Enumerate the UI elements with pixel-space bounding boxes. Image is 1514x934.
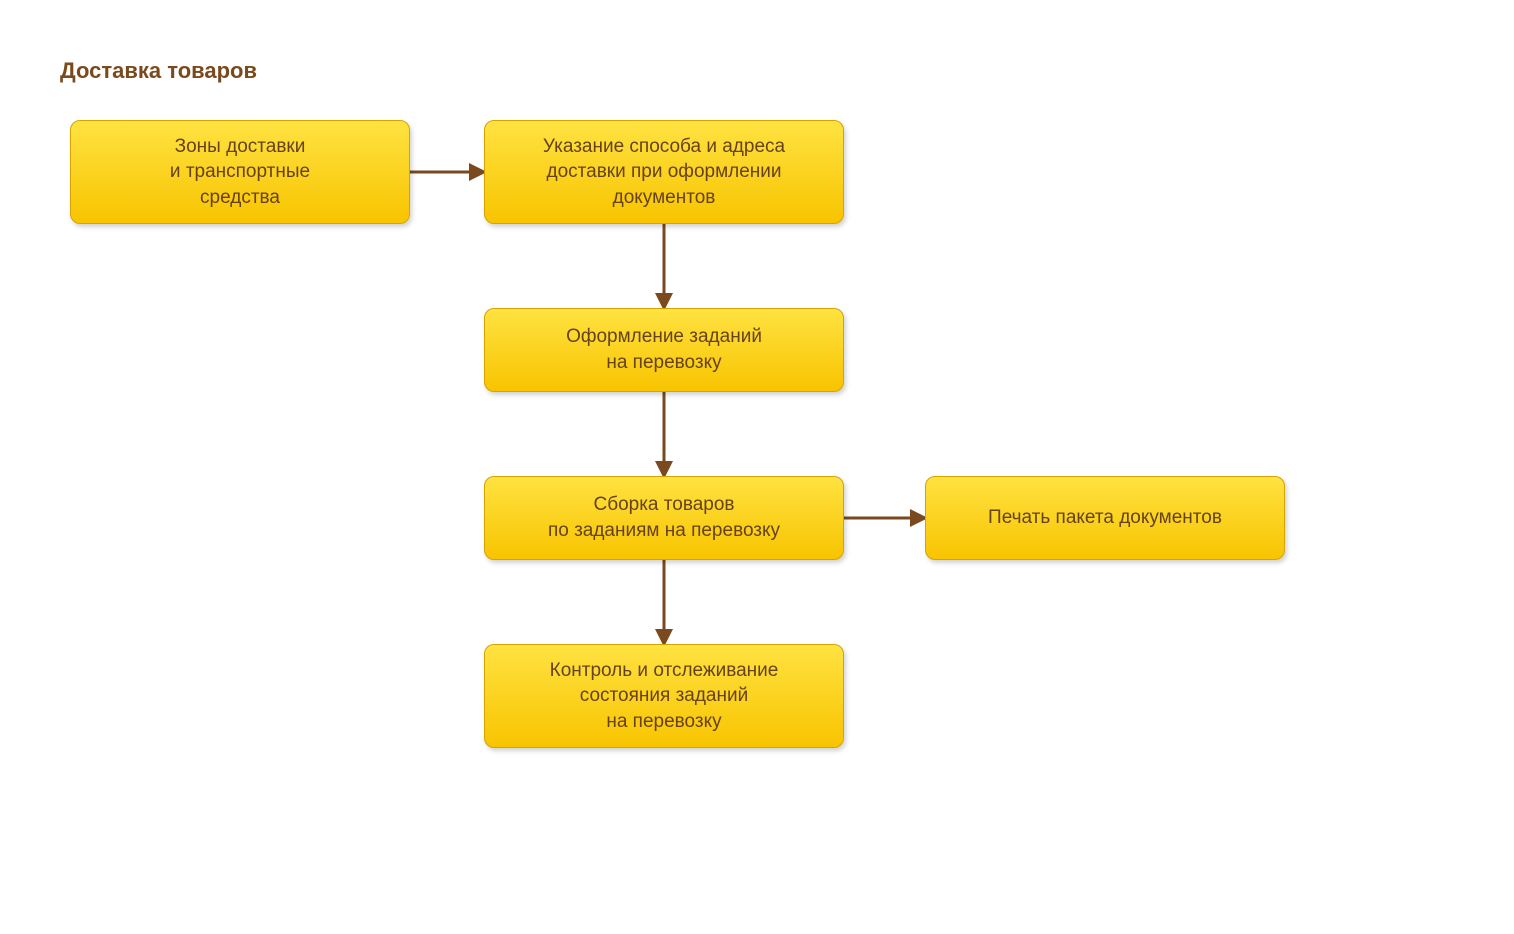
node-print: Печать пакета документов — [925, 476, 1285, 560]
flowchart-canvas: Доставка товаров Зоны доставки и транспо… — [0, 0, 1514, 934]
node-control: Контроль и отслеживание состояния задани… — [484, 644, 844, 748]
node-assembly: Сборка товаров по заданиям на перевозку — [484, 476, 844, 560]
node-zones: Зоны доставки и транспортные средства — [70, 120, 410, 224]
diagram-title: Доставка товаров — [60, 58, 257, 84]
node-tasks: Оформление заданий на перевозку — [484, 308, 844, 392]
node-address: Указание способа и адреса доставки при о… — [484, 120, 844, 224]
